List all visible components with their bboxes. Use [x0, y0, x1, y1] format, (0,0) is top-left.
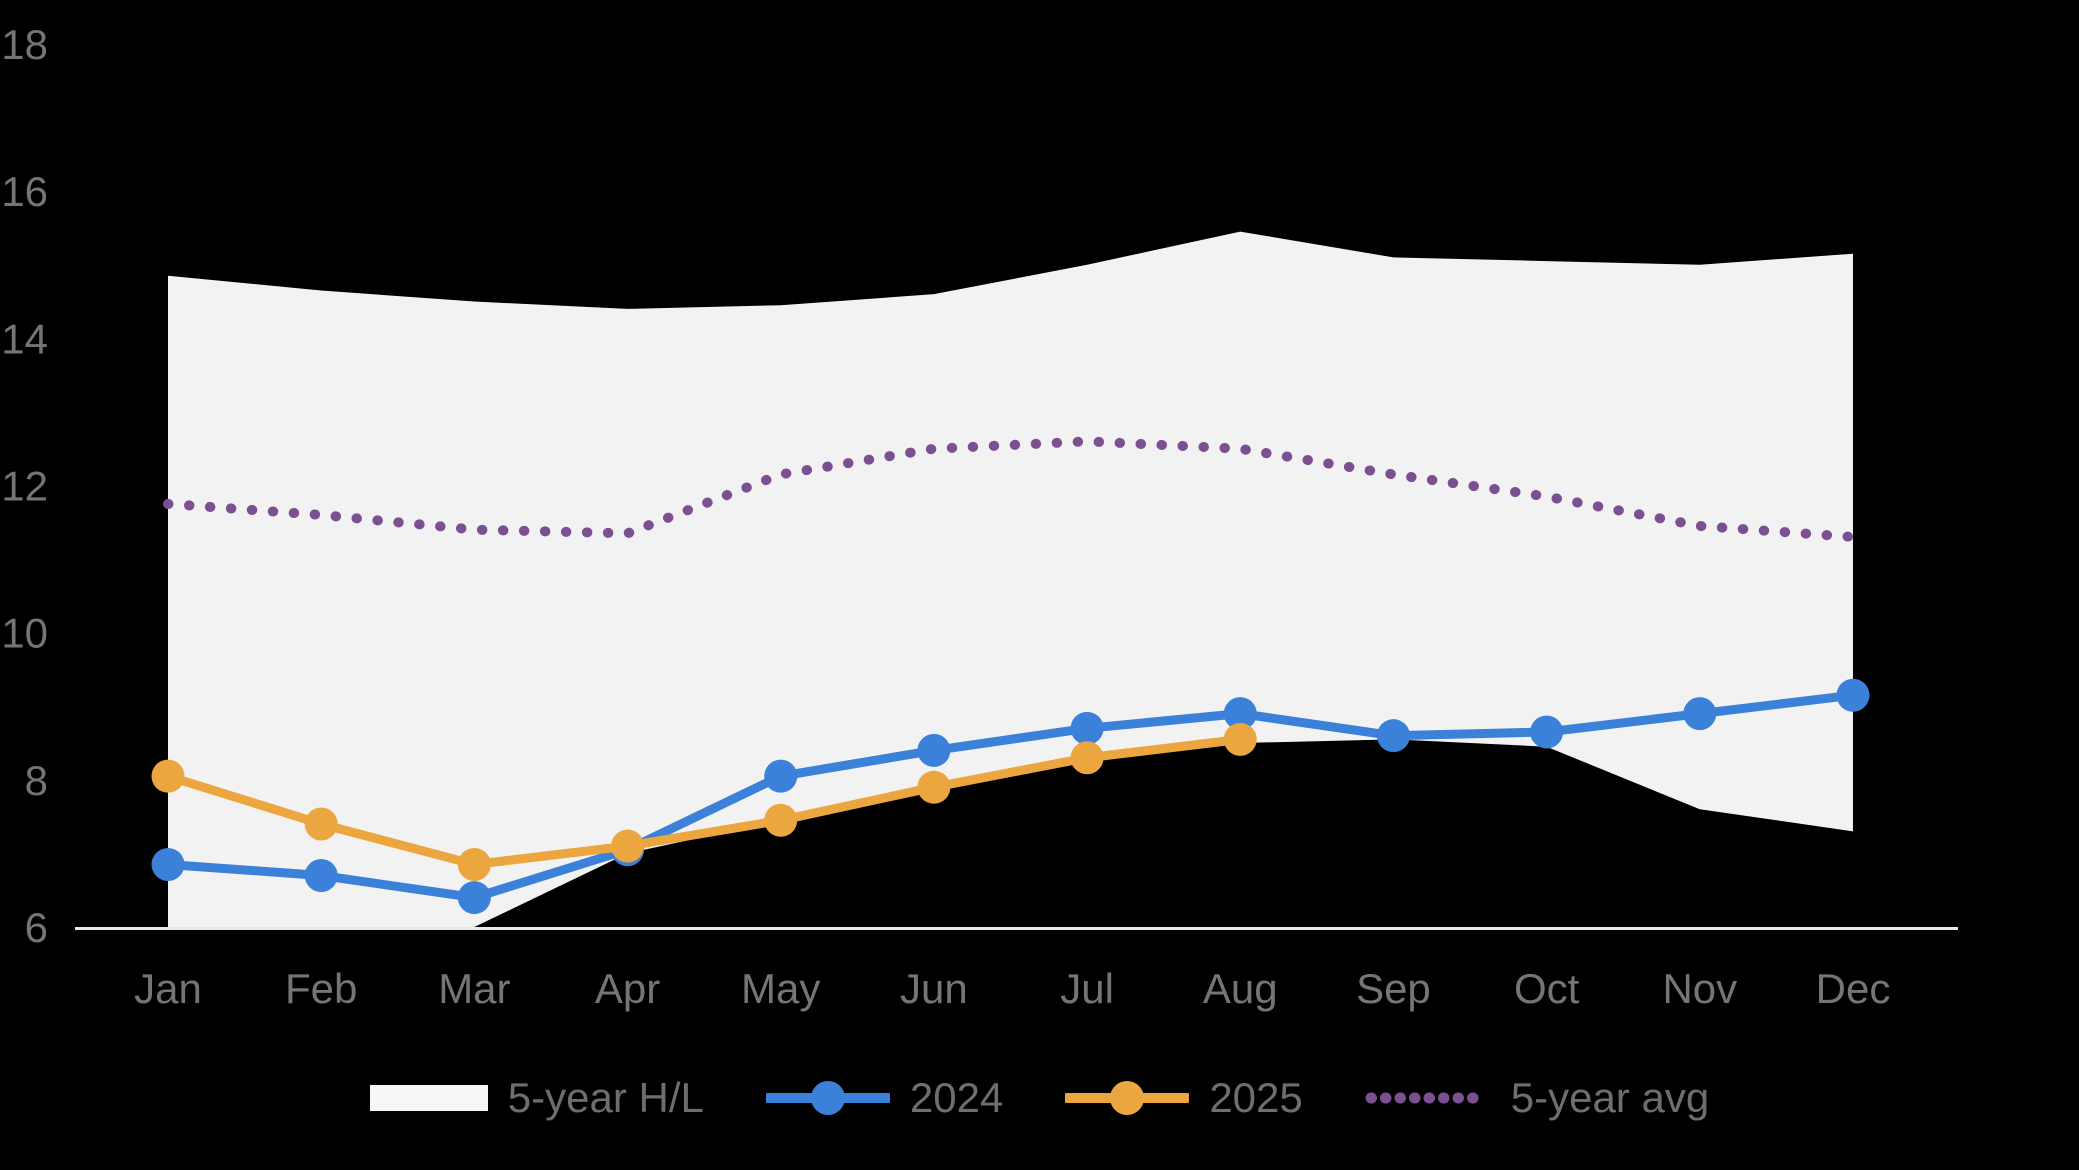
line-2024 — [167, 690, 1854, 903]
data-point-2025 — [611, 829, 645, 863]
data-point-2024 — [304, 858, 338, 892]
x-tick-label-Dec: Dec — [1816, 965, 1891, 1012]
y-tick-label: 8 — [25, 757, 48, 804]
y-tick-label: 16 — [1, 168, 48, 215]
legend-label: 2025 — [1209, 1074, 1303, 1121]
data-point-2025 — [304, 807, 338, 841]
line-dot-swatch-icon — [1065, 1081, 1190, 1115]
data-point-2024 — [151, 847, 185, 881]
y-tick-label: 10 — [1, 610, 48, 657]
data-point-2024 — [764, 759, 798, 793]
y-tick-label: 6 — [25, 904, 48, 951]
data-point-2024 — [917, 733, 951, 767]
x-tick-label-Sep: Sep — [1356, 965, 1431, 1012]
data-point-2025 — [1223, 722, 1257, 756]
chart-legend: 5-year H/L 2024 2025 5-year avg — [0, 1058, 2079, 1138]
x-tick-label-Jul: Jul — [1060, 965, 1114, 1012]
x-tick-label-Aug: Aug — [1203, 965, 1278, 1012]
data-point-2024 — [1223, 697, 1257, 731]
seasonality-line-chart: 6 8 10 12 14 16 18 Jan Feb Mar Apr May Jun Jul Aug Sep O… — [1, 21, 1958, 1012]
legend-item-5-year-avg[interactable]: 5-year avg — [1365, 1077, 1709, 1119]
data-point-2024 — [1530, 715, 1564, 749]
line-dot-swatch-icon — [765, 1081, 890, 1115]
x-tick-label-Nov: Nov — [1662, 965, 1737, 1012]
data-point-2025 — [151, 759, 185, 793]
data-point-2024 — [457, 881, 491, 915]
legend-item-2024[interactable]: 2024 — [765, 1074, 1004, 1121]
data-point-2025 — [457, 847, 491, 881]
y-tick-label: 12 — [1, 463, 48, 510]
data-point-2025 — [917, 770, 951, 804]
legend-label: 5-year avg — [1510, 1074, 1710, 1121]
data-point-2024 — [1836, 678, 1870, 712]
band-area-5-year-high-low — [168, 231, 1853, 928]
legend-item-2025[interactable]: 2025 — [1065, 1074, 1303, 1121]
x-tick-label-Apr: Apr — [595, 965, 660, 1012]
line-2025 — [166, 734, 1241, 869]
dotted-line-swatch-icon — [1365, 1092, 1491, 1104]
data-point-2025 — [764, 803, 798, 837]
x-tick-label-May: May — [741, 965, 820, 1012]
x-tick-label-Mar: Mar — [438, 965, 510, 1012]
x-tick-label-Jan: Jan — [134, 965, 202, 1012]
data-point-2024 — [1070, 711, 1104, 745]
x-tick-label-Jun: Jun — [900, 965, 968, 1012]
y-tick-label: 18 — [1, 21, 48, 68]
x-tick-label-Oct: Oct — [1514, 965, 1580, 1012]
data-point-2024 — [1683, 697, 1717, 731]
legend-label: 5-year H/L — [507, 1074, 704, 1121]
y-tick-label: 14 — [1, 315, 48, 362]
band-swatch-icon — [369, 1085, 488, 1111]
data-point-2025 — [1070, 741, 1104, 775]
legend-label: 2024 — [909, 1074, 1004, 1121]
line-5-year-avg — [163, 436, 1858, 543]
x-tick-label-Feb: Feb — [285, 965, 357, 1012]
legend-item-5-year-hl[interactable]: 5-year H/L — [369, 1074, 704, 1121]
data-point-2024 — [1376, 719, 1410, 753]
